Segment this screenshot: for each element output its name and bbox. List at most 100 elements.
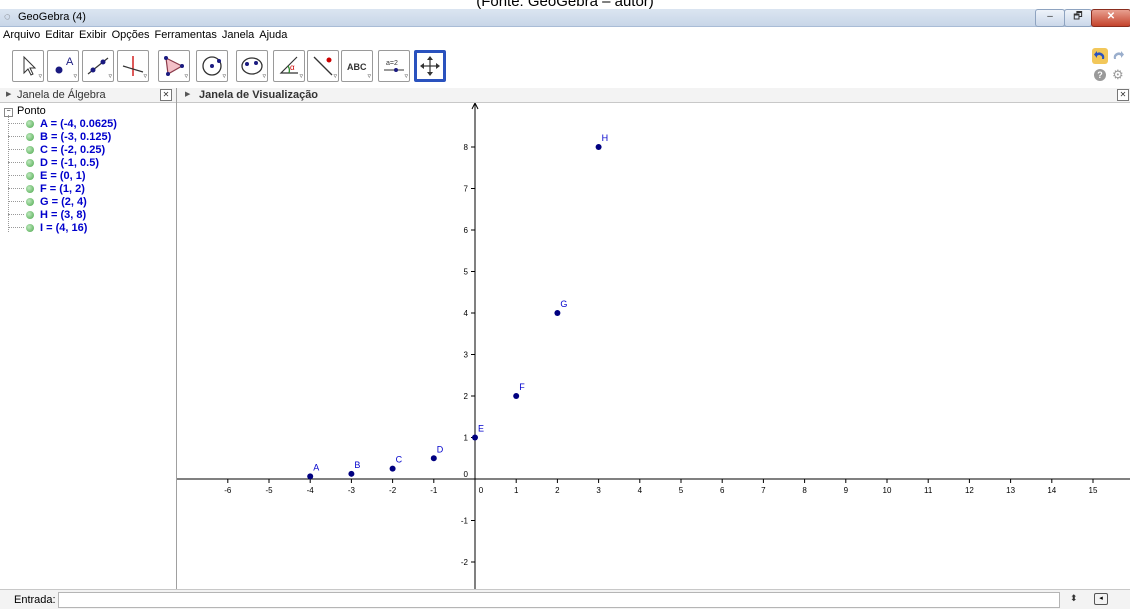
list-item[interactable]: F = (1, 2) [8,183,85,196]
graphics-close-icon[interactable]: ✕ [1117,89,1129,101]
y-tick-label: 0 [464,470,469,479]
x-tick-label: 3 [596,486,601,495]
minimize-button[interactable]: – [1035,9,1065,27]
undo-icon[interactable] [1092,48,1108,64]
perpendicular-tool[interactable]: ▿ [117,50,149,82]
menu-opcoes[interactable]: Opções [111,29,150,41]
x-tick-label: 12 [965,486,974,495]
y-tick-label: -2 [461,558,469,567]
help-icon[interactable]: ? [1094,69,1106,81]
point-visibility-icon[interactable] [26,211,34,219]
x-tick-label: 6 [720,486,725,495]
list-item[interactable]: A = (-4, 0.0625) [8,118,117,131]
point-label: C [396,455,403,465]
menu-arquivo[interactable]: Arquivo [3,29,41,41]
figure-caption: (Fonte: GeoGebra – autor) [476,0,654,10]
x-tick-label: 13 [1006,486,1015,495]
list-item[interactable]: D = (-1, 0.5) [8,157,99,170]
circle-tool[interactable]: ▿ [196,50,228,82]
point-visibility-icon[interactable] [26,198,34,206]
toolbar: ▿ A ▿ ▿ ▿ ▿ ▿ ▿ α ▿ ▿ ABC ▿ a=2 ▿ [0,44,1130,89]
panel-divider[interactable] [176,88,177,589]
x-tick-label: 11 [924,486,933,495]
collapse-arrow-icon[interactable]: ▶ [6,91,12,98]
list-item[interactable]: H = (3, 8) [8,209,86,222]
algebra-panel: − Ponto A = (-4, 0.0625) B = (-3, 0.125) … [0,103,176,589]
list-item[interactable]: I = (4, 16) [8,222,87,235]
x-tick-label: 14 [1047,486,1056,495]
point-visibility-icon[interactable] [26,172,34,180]
point-G[interactable] [554,310,561,316]
close-button[interactable]: ✕ [1091,9,1130,27]
point-label: D [437,444,444,454]
y-tick-label: 6 [464,226,469,235]
point-visibility-icon[interactable] [26,133,34,141]
list-item[interactable]: G = (2, 4) [8,196,87,209]
y-axis-arrow [471,103,479,110]
conic-tool[interactable]: ▿ [236,50,268,82]
geogebra-app-icon: ◌ [4,11,11,23]
x-tick-label: 10 [883,486,892,495]
input-label: Entrada: [14,594,56,606]
point-H[interactable] [595,144,602,150]
y-tick-label: 4 [464,309,469,318]
line-tool[interactable]: ▿ [82,50,114,82]
menu-exibir[interactable]: Exibir [79,29,107,41]
circle-icon [202,56,222,76]
point-icon: A [55,56,74,74]
updown-arrows-icon[interactable]: ⬍ [1070,593,1078,603]
list-item[interactable]: B = (-3, 0.125) [8,131,111,144]
window-title: GeoGebra (4) [18,11,86,23]
point-E[interactable] [472,434,478,441]
collapse-arrow-icon[interactable]: ▶ [185,91,191,98]
menu-editar[interactable]: Editar [45,29,75,41]
text-tool[interactable]: ABC ▿ [341,50,373,82]
arrow-pointer-icon [23,55,37,76]
point-A[interactable] [307,473,314,480]
x-tick-label: 15 [1089,486,1098,495]
x-tick-label: -1 [430,486,438,495]
reflect-icon [313,56,333,76]
point-visibility-icon[interactable] [26,224,34,232]
menu-ajuda[interactable]: Ajuda [259,29,288,41]
point-visibility-icon[interactable] [26,146,34,154]
gear-icon[interactable]: ⚙ [1112,67,1124,82]
slider-tool[interactable]: a=2 ▿ [378,50,410,82]
point-label: E [478,424,484,434]
keyboard-icon[interactable]: ◂ [1094,593,1108,605]
command-input[interactable] [58,592,1060,608]
point-visibility-icon[interactable] [26,185,34,193]
menu-ferramentas[interactable]: Ferramentas [154,29,217,41]
point-C[interactable] [389,465,396,472]
move-view-tool[interactable] [414,50,446,82]
list-item[interactable]: C = (-2, 0.25) [8,144,105,157]
maximize-button[interactable]: 🗗 [1064,9,1092,27]
polygon-icon [164,56,184,76]
coordinate-plane[interactable]: -6 -5 -4 -3 -2 -1 0 1 2 3 4 5 6 7 8 9 10 11 12 13 14 15-2-101… [177,103,1130,589]
graphics-view[interactable]: -6 -5 -4 -3 -2 -1 0 1 2 3 4 5 6 7 8 9 10 11 12 13 14 15 -2 -1 0 1… [177,103,1130,589]
tree-group-label: Ponto [17,105,46,117]
x-tick-label: 1 [514,486,519,495]
polygon-tool[interactable]: ▿ [158,50,190,82]
y-tick-label: 8 [464,143,469,152]
y-tick-label: -1 [461,517,469,526]
point-visibility-icon[interactable] [26,159,34,167]
tree-group-ponto[interactable]: − Ponto [4,105,46,117]
point-visibility-icon[interactable] [26,120,34,128]
y-tick-label: 1 [464,434,469,443]
y-tick-label: 2 [464,392,469,401]
angle-tool[interactable]: α ▿ [273,50,305,82]
redo-icon[interactable] [1110,48,1126,64]
point-F[interactable] [513,393,520,399]
point-D[interactable] [430,455,437,462]
point-B[interactable] [348,470,355,477]
point-label: B [354,460,360,470]
point-tool[interactable]: A ▿ [47,50,79,82]
list-item[interactable]: E = (0, 1) [8,170,86,183]
move-tool[interactable]: ▿ [12,50,44,82]
y-tick-label: 3 [464,351,469,360]
menu-bar: Arquivo Editar Exibir Opções Ferramentas Jane… [0,27,1130,43]
reflect-tool[interactable]: ▿ [307,50,339,82]
algebra-close-icon[interactable]: ✕ [160,89,172,101]
menu-janela[interactable]: Janela [221,29,255,41]
